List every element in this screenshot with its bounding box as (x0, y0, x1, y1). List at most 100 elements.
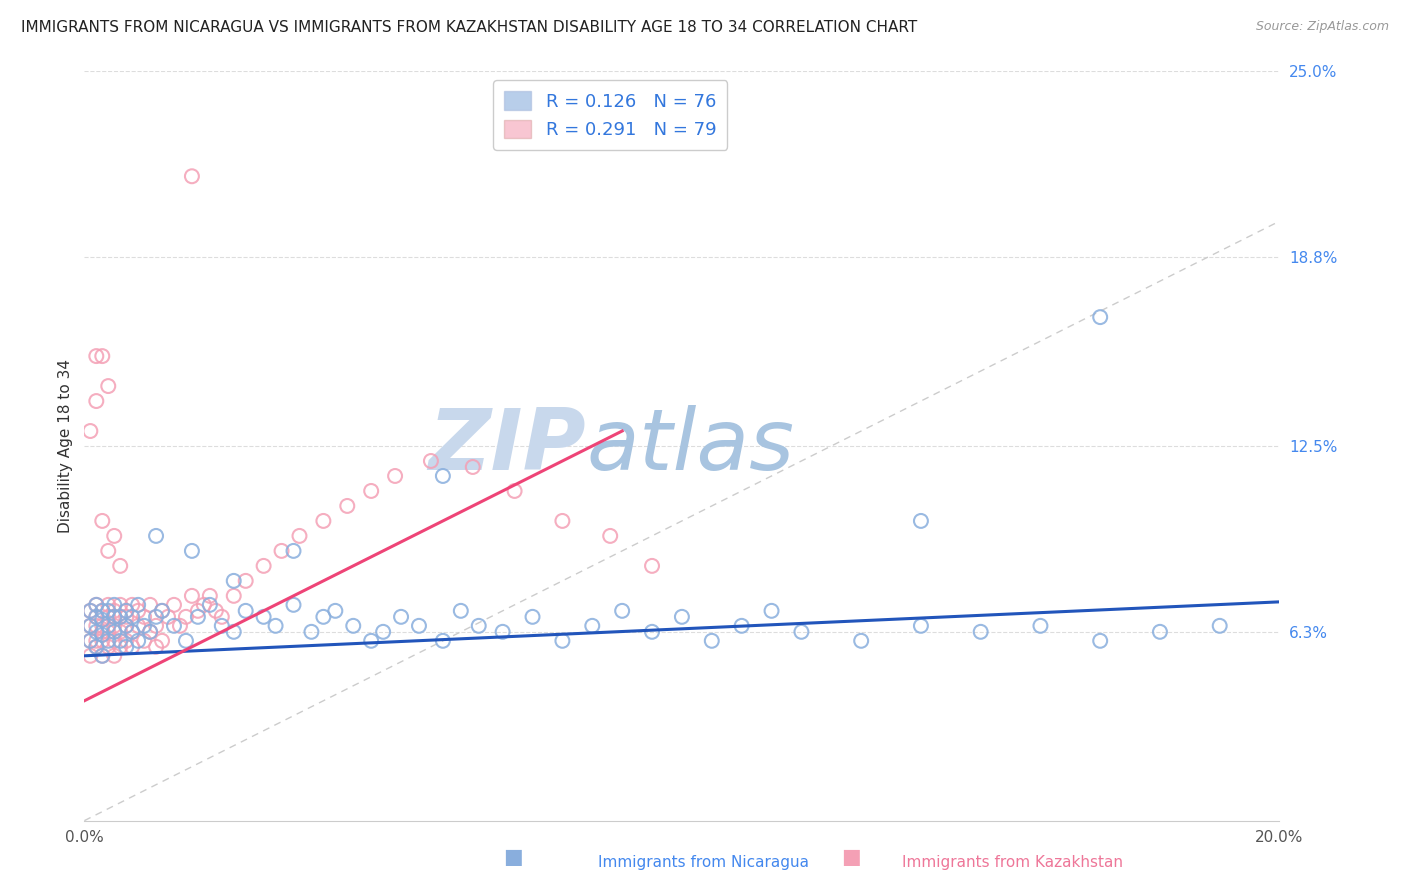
Point (641, 558, 664, 573)
Point (121, 624, 143, 639)
Point (1090, 310, 1112, 325)
Point (86, 640, 108, 654)
Point (253, 558, 276, 573)
Point (103, 610, 125, 624)
Point (86, 624, 108, 639)
Point (235, 574, 257, 588)
Point (312, 514, 335, 528)
Point (103, 598, 125, 612)
Point (731, 619, 754, 633)
Point (97, 640, 120, 654)
Point (86, 619, 108, 633)
Point (86, 394, 108, 409)
Point (235, 604, 257, 618)
Point (360, 633, 382, 648)
Point (79, 619, 101, 633)
Point (1149, 624, 1171, 639)
Point (157, 610, 180, 624)
Point (145, 529, 167, 543)
Point (461, 460, 484, 475)
Point (110, 624, 132, 639)
Point (360, 483, 382, 498)
Point (86, 349, 108, 363)
Point (253, 610, 276, 624)
Point (79, 604, 101, 618)
Point (79, 648, 101, 663)
Text: ZIP: ZIP (429, 404, 586, 488)
Point (127, 604, 149, 618)
Point (127, 598, 149, 612)
Point (79, 619, 101, 633)
Point (79, 633, 101, 648)
Point (283, 544, 305, 558)
Point (910, 514, 932, 528)
Point (301, 624, 323, 639)
Point (450, 604, 472, 618)
Point (91, 628, 114, 642)
Point (121, 640, 143, 654)
Point (222, 589, 245, 603)
Point (522, 610, 544, 624)
Point (264, 619, 287, 633)
Point (103, 604, 125, 618)
Point (150, 604, 173, 618)
Point (150, 604, 173, 618)
Point (139, 624, 162, 639)
Point (283, 598, 305, 612)
Point (420, 454, 443, 468)
Point (91, 648, 114, 663)
Point (132, 610, 156, 624)
Point (1209, 619, 1232, 633)
Point (79, 633, 101, 648)
Point (97, 633, 120, 648)
Point (492, 624, 515, 639)
Text: ■: ■ (841, 847, 860, 867)
Point (581, 619, 603, 633)
Point (389, 610, 412, 624)
Point (432, 633, 454, 648)
Point (551, 514, 574, 528)
Point (127, 633, 149, 648)
Point (86, 640, 108, 654)
Point (222, 624, 245, 639)
Point (86, 633, 108, 648)
Point (86, 610, 108, 624)
Point (288, 529, 311, 543)
Point (503, 483, 526, 498)
Point (132, 619, 156, 633)
Point (187, 610, 209, 624)
Point (103, 529, 125, 543)
Point (79, 604, 101, 618)
Point (91, 613, 114, 627)
Point (110, 598, 132, 612)
Point (599, 529, 621, 543)
Point (139, 624, 162, 639)
Point (432, 469, 454, 483)
Point (336, 499, 359, 513)
Point (174, 610, 197, 624)
Point (145, 610, 167, 624)
Point (103, 633, 125, 648)
Point (198, 598, 221, 612)
Point (1090, 633, 1112, 648)
Point (91, 514, 114, 528)
Point (181, 589, 204, 603)
Point (91, 604, 114, 618)
Point (169, 619, 191, 633)
Point (671, 610, 693, 624)
Point (110, 640, 132, 654)
Point (270, 544, 292, 558)
Point (91, 349, 114, 363)
Point (91, 604, 114, 618)
Point (121, 624, 143, 639)
Point (312, 610, 335, 624)
Point (103, 619, 125, 633)
Point (970, 624, 993, 639)
Point (612, 604, 634, 618)
Point (110, 558, 132, 573)
Point (110, 610, 132, 624)
Point (97, 624, 120, 639)
Point (110, 633, 132, 648)
Text: Immigrants from Kazakhstan: Immigrants from Kazakhstan (901, 855, 1123, 870)
Point (342, 619, 364, 633)
